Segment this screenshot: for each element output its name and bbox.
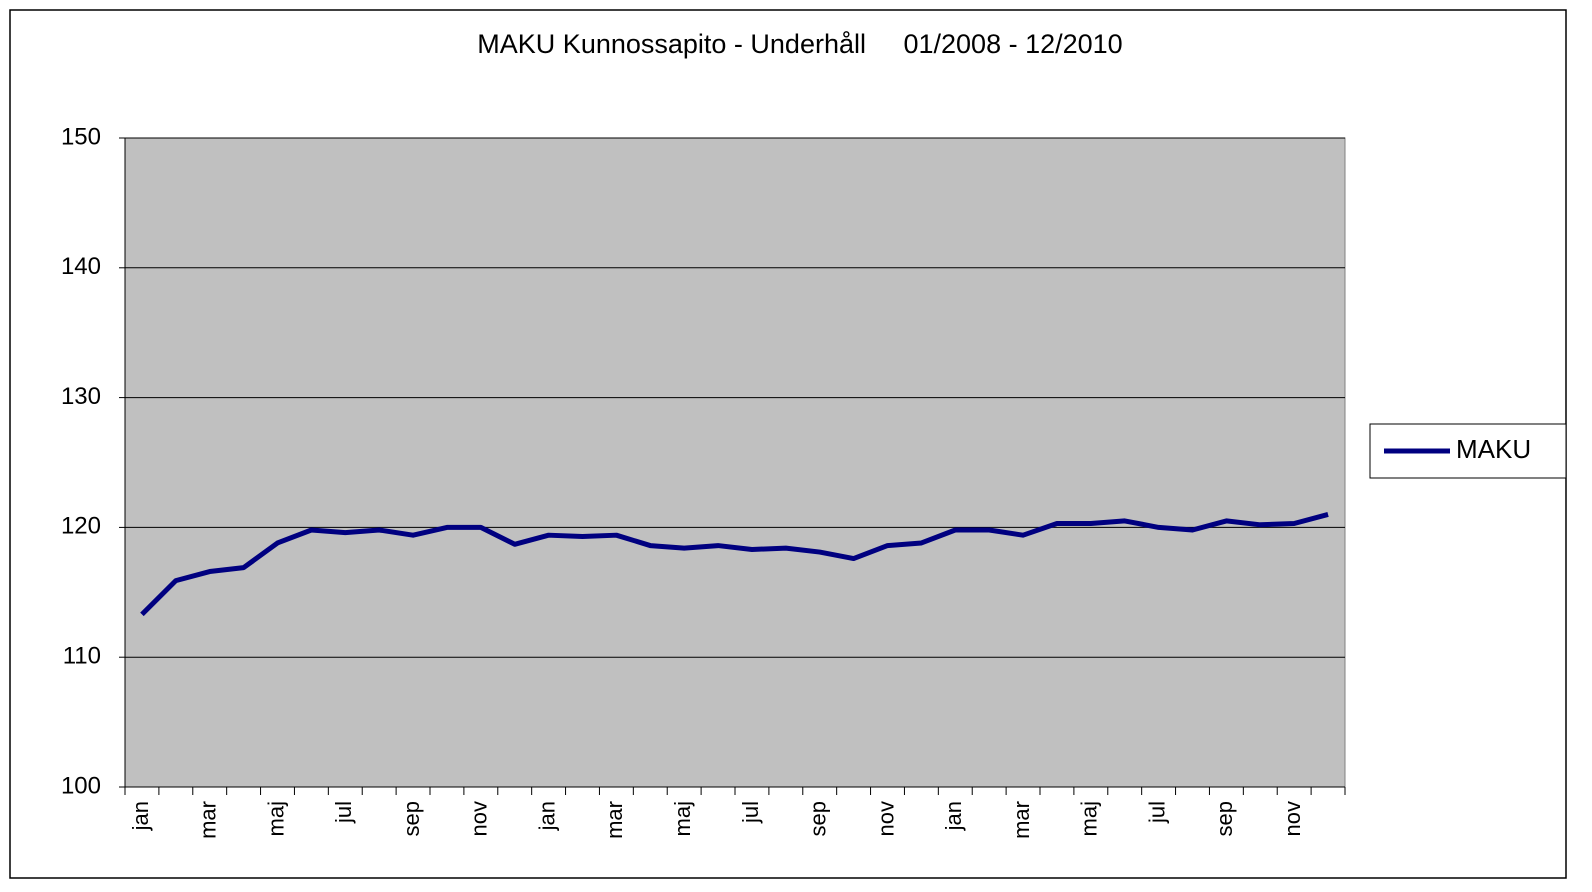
x-tick-label: sep (806, 801, 831, 836)
y-tick-label: 140 (61, 253, 101, 280)
x-tick-label: nov (1280, 801, 1305, 836)
x-tick-label: mar (196, 801, 221, 839)
legend-label: MAKU (1456, 434, 1531, 464)
x-tick-label: sep (1212, 801, 1237, 836)
y-tick-label: 100 (61, 772, 101, 799)
y-tick-label: 130 (61, 383, 101, 410)
x-tick-label: maj (263, 801, 288, 836)
x-tick-label: jan (534, 801, 559, 831)
y-tick-label: 110 (63, 643, 101, 670)
y-tick-label: 150 (61, 123, 101, 150)
y-tick-label: 120 (61, 513, 101, 540)
x-tick-label: nov (873, 801, 898, 836)
x-tick-label: mar (602, 801, 627, 839)
x-tick-label: nov (467, 801, 492, 836)
x-tick-label: jan (128, 801, 153, 831)
x-tick-label: mar (1009, 801, 1034, 839)
x-tick-label: maj (670, 801, 695, 836)
data-line (140, 512, 1329, 617)
x-tick-label: jan (941, 801, 966, 831)
x-tick-label: jul (331, 801, 356, 824)
x-tick-label: jul (1144, 801, 1169, 824)
x-tick-label: jul (738, 801, 763, 824)
plot-area (124, 137, 1346, 788)
x-tick-label: maj (1077, 801, 1102, 836)
x-tick-label: sep (399, 801, 424, 836)
chart-title: MAKU Kunnossapito - Underhåll 01/2008 - … (477, 29, 1122, 59)
